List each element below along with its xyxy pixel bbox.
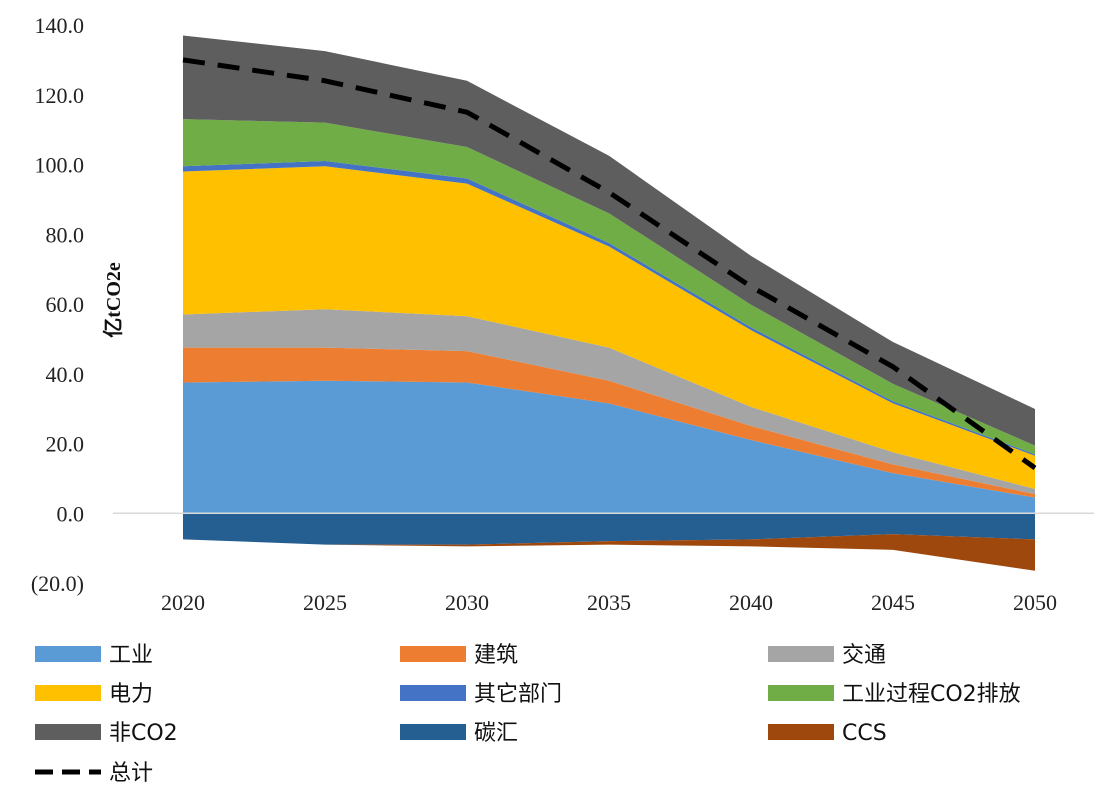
legend-label: 建筑: [474, 643, 518, 668]
x-axis-ticks: 2020 2025 2030 2035 2040 2045 2050: [161, 590, 1057, 615]
legend-item: 碳汇: [400, 721, 518, 746]
legend-item: 电力: [35, 682, 153, 707]
area-pos-工业: [183, 380, 1035, 514]
y-axis-label: 亿tCO2e: [101, 262, 125, 338]
legend-swatch: [768, 724, 834, 740]
series-line-total: [182, 57, 1037, 470]
x-tick-label: 2050: [1013, 590, 1057, 615]
legend-swatch: [35, 685, 101, 701]
y-tick-label: 120.0: [35, 83, 85, 108]
legend-label: CCS: [842, 721, 887, 746]
area-pos-建筑: [183, 347, 1035, 498]
legend-swatch: [400, 646, 466, 662]
area-neg-碳汇: [183, 513, 1035, 545]
area-neg-CCS: [183, 534, 1035, 571]
x-tick-label: 2025: [303, 590, 347, 615]
legend-item: 其它部门: [400, 682, 562, 707]
x-tick-label: 2040: [729, 590, 773, 615]
legend-swatch: [35, 646, 101, 662]
x-tick-label: 2020: [161, 590, 205, 615]
legend-label: 总计: [109, 761, 153, 785]
legend-item: 工业过程CO2排放: [768, 682, 1021, 707]
legend-label: 碳汇: [474, 721, 518, 746]
area-pos-非CO2: [183, 35, 1035, 446]
legend-item: 总计: [35, 761, 153, 785]
y-tick-label: 80.0: [46, 222, 85, 247]
y-tick-label: 40.0: [46, 362, 85, 387]
x-tick-label: 2045: [871, 590, 915, 615]
legend-label: 电力: [109, 682, 153, 707]
y-tick-label: 100.0: [35, 153, 85, 178]
legend-item: 建筑: [400, 643, 518, 668]
area-pos-工业过程CO2排放: [183, 119, 1035, 455]
legend-item: CCS: [768, 721, 887, 746]
y-axis-ticks: 140.0 120.0 100.0 80.0 60.0 40.0 20.0 0.0 (20.0): [31, 13, 84, 596]
legend-label: 工业: [109, 643, 153, 668]
y-tick-label: 140.0: [35, 13, 85, 38]
y-tick-label: 60.0: [46, 292, 85, 317]
y-tick-label: 0.0: [57, 501, 85, 526]
y-tick-label: 20.0: [46, 432, 85, 457]
legend-swatch: [768, 646, 834, 662]
legend-label: 工业过程CO2排放: [842, 682, 1021, 707]
legend-swatch: [35, 724, 101, 740]
legend-swatch: [768, 685, 834, 701]
y-tick-label: (20.0): [31, 571, 84, 596]
x-tick-label: 2035: [587, 590, 631, 615]
legend-label: 非CO2: [109, 721, 178, 746]
legend-item: 交通: [768, 643, 886, 668]
legend-swatch: [400, 724, 466, 740]
area-layers: [183, 35, 1035, 571]
legend-label: 交通: [842, 643, 886, 668]
legend-item: 工业: [35, 643, 153, 668]
legend-label: 其它部门: [474, 682, 562, 707]
legend-swatch: [400, 685, 466, 701]
x-tick-label: 2030: [445, 590, 489, 615]
legend-item: 非CO2: [35, 721, 178, 746]
area-pos-电力: [183, 166, 1035, 489]
area-pos-交通: [183, 309, 1035, 495]
